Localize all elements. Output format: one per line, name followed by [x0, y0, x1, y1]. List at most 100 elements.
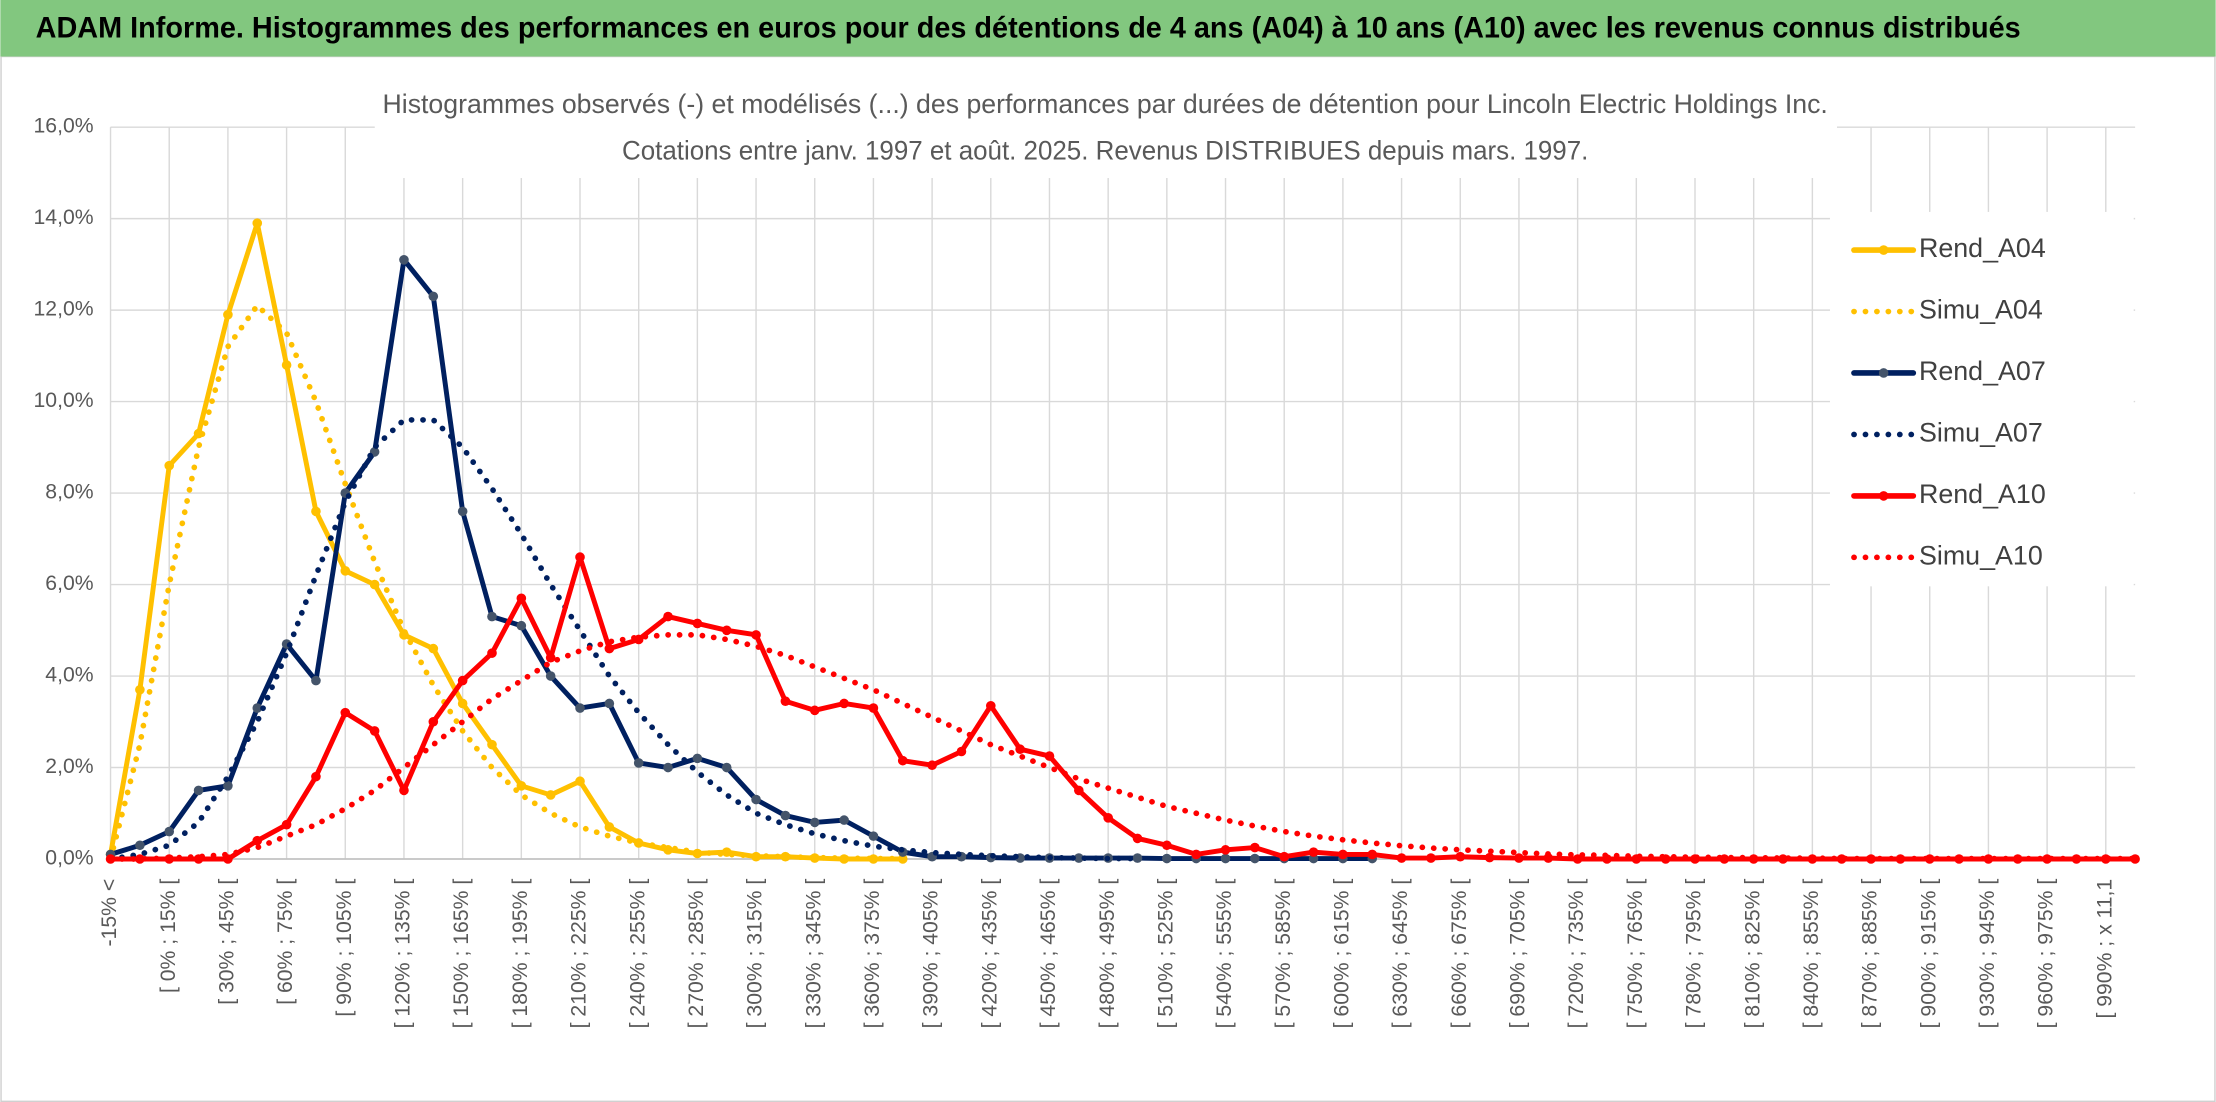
x-tick-label: [ 240% ; 255% [ [626, 879, 649, 1029]
data-point [1250, 842, 1260, 853]
x-tick-label: [ 0% ; 15% [ [157, 879, 180, 993]
x-tick-label: [ 390% ; 405% [ [920, 879, 943, 1029]
data-point [985, 700, 996, 711]
x-tick-label: [ 480% ; 495% [ [1096, 879, 1119, 1029]
data-point [457, 698, 468, 709]
data-point [193, 785, 204, 796]
data-point [1983, 854, 1994, 864]
x-tick-label: [ 900% ; 915% [ [1917, 879, 1940, 1029]
data-point [751, 630, 761, 640]
data-point [281, 819, 292, 830]
data-point [135, 854, 145, 864]
x-tick-label: [ 180% ; 195% [ [509, 879, 532, 1029]
chart-title: Histogrammes observés (-) et modélisés (… [383, 89, 1828, 119]
data-point [604, 698, 615, 709]
y-tick-label: 4,0% [45, 664, 93, 687]
data-point [369, 726, 380, 736]
x-tick-label: [ 690% ; 705% [ [1507, 879, 1530, 1029]
legend-marker [1878, 368, 1889, 378]
data-point [369, 579, 380, 590]
data-point [780, 810, 791, 821]
data-point [457, 506, 468, 517]
data-point [223, 781, 233, 791]
data-point [428, 643, 439, 654]
data-point [1015, 744, 1025, 755]
data-point [575, 776, 585, 787]
data-point [1132, 853, 1143, 863]
y-tick-label: 14,0% [34, 206, 94, 229]
data-point [1279, 851, 1290, 862]
data-point [1074, 853, 1084, 863]
data-point [604, 643, 615, 654]
y-tick-label: 8,0% [45, 481, 93, 504]
data-point [692, 753, 703, 764]
series-line [107, 302, 906, 862]
legend-label: Simu_A04 [1919, 295, 2043, 325]
legend-marker [1878, 491, 1889, 501]
data-point [1220, 845, 1231, 855]
data-point [839, 698, 849, 709]
data-point [868, 831, 879, 841]
data-point [545, 671, 556, 681]
data-point [721, 625, 732, 636]
data-point [1778, 854, 1788, 864]
x-tick-label: [ 660% ; 675% [ [1448, 879, 1471, 1029]
x-tick-label: [ 300% ; 315% [ [744, 879, 767, 1029]
data-point [839, 815, 849, 825]
data-point [487, 611, 497, 622]
data-point [487, 648, 497, 658]
data-point [1044, 751, 1055, 761]
data-point [575, 703, 585, 713]
data-point [252, 703, 263, 713]
series-line [107, 417, 1141, 862]
series-line [107, 632, 2138, 862]
data-point [252, 218, 263, 229]
x-tick-label: [ 120% ; 135% [ [392, 879, 415, 1029]
data-point [692, 618, 703, 629]
data-point [1162, 853, 1172, 864]
data-point [1338, 849, 1348, 860]
data-point [956, 746, 967, 757]
x-tick-label: [ 840% ; 855% [ [1800, 879, 1823, 1029]
data-point [1484, 852, 1495, 863]
data-point [311, 506, 321, 517]
legend: Rend_A04 Simu_A04 Rend_A07 Simu_A07 Rend_A10… [1851, 233, 2046, 570]
x-tick-label: [ 90% ; 105% [ [333, 879, 356, 1017]
data-point [340, 707, 351, 718]
data-point [663, 611, 673, 622]
data-point [516, 620, 527, 631]
data-point [311, 771, 321, 782]
data-point [135, 840, 145, 851]
y-tick-label: 0,0% [45, 847, 93, 870]
data-point [1396, 853, 1407, 863]
data-point [545, 652, 556, 663]
data-point [1308, 847, 1319, 857]
x-tick-label: -15% < [98, 879, 121, 947]
x-tick-label: [ 750% ; 765% [ [1624, 879, 1647, 1029]
x-tick-label: [ 150% ; 165% [ [450, 879, 473, 1029]
data-point [721, 762, 732, 773]
title-background [374, 84, 1838, 179]
x-tick-label: [ 420% ; 435% [ [978, 879, 1001, 1029]
data-point [545, 790, 556, 800]
data-point [1514, 853, 1524, 863]
legend-label: Rend_A07 [1919, 356, 2046, 386]
data-point [927, 760, 937, 771]
y-tick-label: 12,0% [34, 298, 94, 321]
legend-marker [1878, 245, 1889, 255]
data-point [516, 781, 527, 791]
x-tick-label: [ 960% ; 975% [ [2035, 879, 2058, 1029]
header-bar [0, 0, 2216, 57]
data-point [1367, 849, 1378, 860]
legend-label: Simu_A07 [1919, 418, 2043, 448]
legend-label: Rend_A10 [1919, 479, 2046, 509]
x-tick-label: [ 60% ; 75% [ [274, 879, 297, 1005]
x-tick-label: [ 330% ; 345% [ [802, 879, 825, 1029]
data-point [223, 309, 233, 320]
data-point [428, 716, 439, 727]
data-point [1162, 840, 1172, 851]
data-point [809, 817, 820, 828]
data-point [457, 675, 468, 686]
data-point [633, 758, 644, 768]
